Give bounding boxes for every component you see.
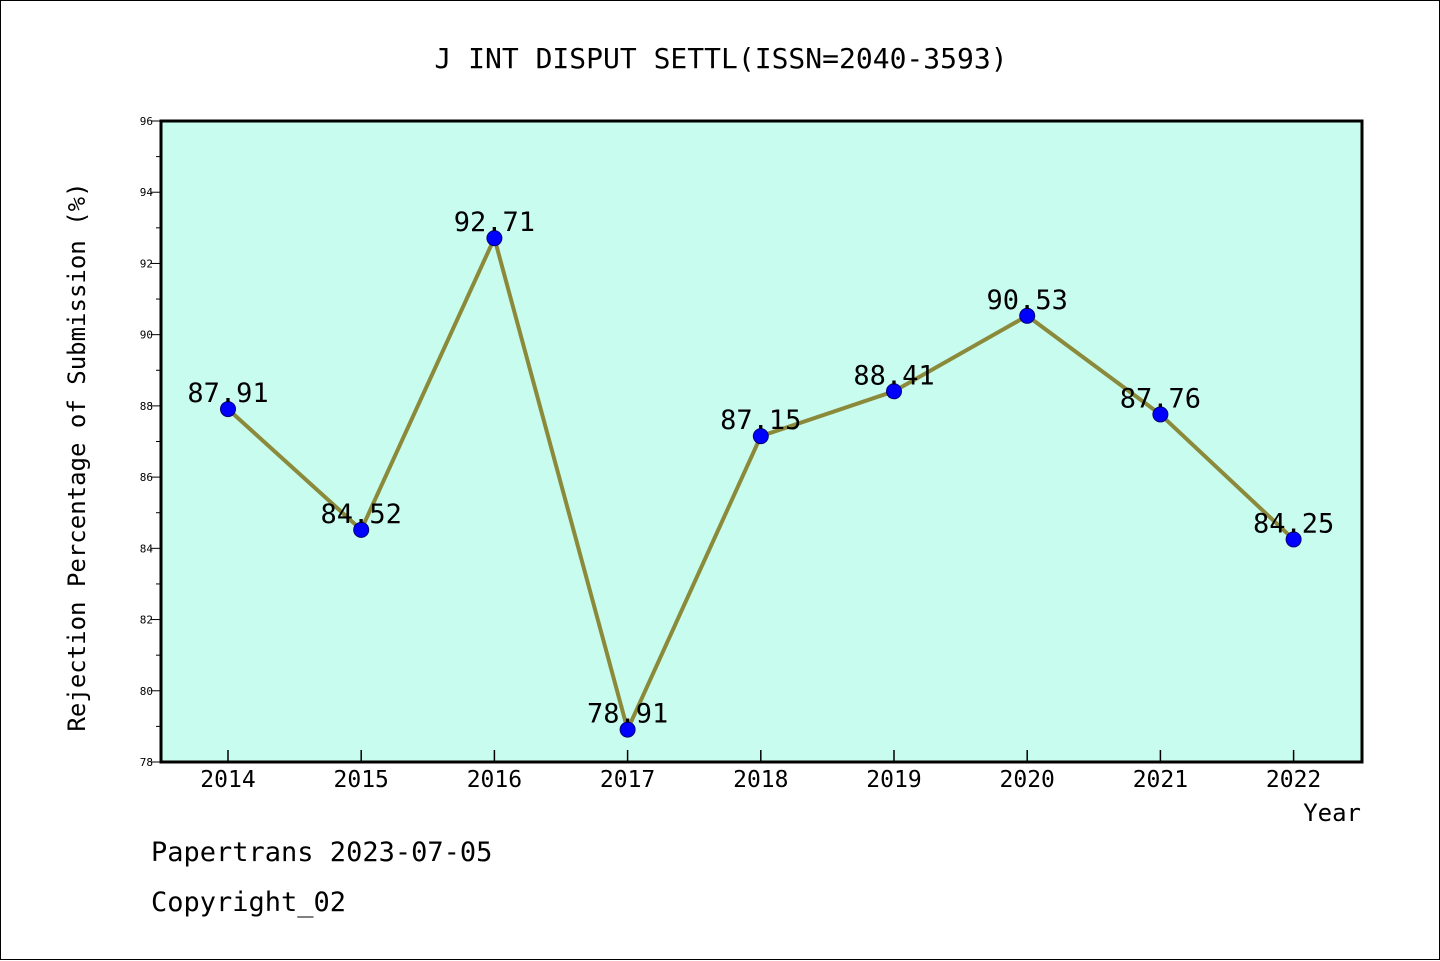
data-point [353, 521, 370, 538]
y-tick-label: 80 [140, 685, 153, 698]
data-labels: 87.91 84.52 92.71 78.91 87.15 88.41 90.53 87.76… [187, 207, 1334, 729]
x-axis: 2014 2015 2016 2017 2018 2019 2020 2021 2022 [200, 750, 1321, 793]
x-tick-label: 2014 [200, 767, 255, 793]
x-tick-label: 2018 [733, 767, 788, 793]
data-label: 92.71 [454, 207, 535, 238]
y-axis: 78 80 82 84 86 88 90 92 94 96 [140, 115, 161, 769]
y-tick-label: 84 [140, 542, 154, 555]
x-tick-label: 2021 [1133, 767, 1188, 793]
footer-copyright: Copyright_02 [151, 887, 347, 918]
data-point [1019, 307, 1036, 324]
x-tick-label: 2015 [334, 767, 389, 793]
y-axis-label: Rejection Percentage of Submission (%) [63, 182, 91, 731]
x-tick-label: 2017 [600, 767, 655, 793]
footer-date: Papertrans 2023-07-05 [151, 837, 493, 868]
data-point [1152, 406, 1169, 423]
x-axis-label: Year [1303, 799, 1361, 827]
y-tick-label: 78 [140, 756, 153, 769]
y-tick-label: 86 [140, 471, 153, 484]
x-tick-label: 2019 [866, 767, 921, 793]
data-point [886, 383, 902, 400]
data-label: 87.76 [1120, 383, 1201, 414]
data-label: 84.52 [321, 499, 402, 530]
chart-title: J INT DISPUT SETTL(ISSN=2040-3593) [434, 42, 1007, 75]
data-series [220, 230, 1302, 738]
y-tick-label: 96 [140, 115, 153, 128]
data-point [752, 428, 769, 445]
plot-border [159, 119, 1364, 764]
x-tick-label: 2022 [1266, 767, 1321, 793]
y-tick-label: 92 [140, 257, 153, 270]
y-tick-label: 94 [140, 186, 154, 199]
data-label: 84.25 [1253, 508, 1334, 539]
data-point [220, 401, 236, 418]
data-label: 78.91 [587, 699, 668, 730]
data-label: 90.53 [987, 285, 1068, 316]
data-label: 88.41 [853, 360, 934, 391]
x-tick-label: 2020 [1000, 767, 1055, 793]
data-label: 87.91 [187, 378, 268, 409]
y-tick-label: 90 [140, 329, 153, 342]
x-tick-label: 2016 [467, 767, 522, 793]
data-label: 87.15 [720, 405, 801, 436]
y-tick-label: 82 [140, 614, 153, 627]
data-point [1285, 531, 1302, 548]
y-tick-label: 88 [140, 400, 153, 413]
data-point [619, 721, 636, 738]
data-point [486, 230, 503, 247]
